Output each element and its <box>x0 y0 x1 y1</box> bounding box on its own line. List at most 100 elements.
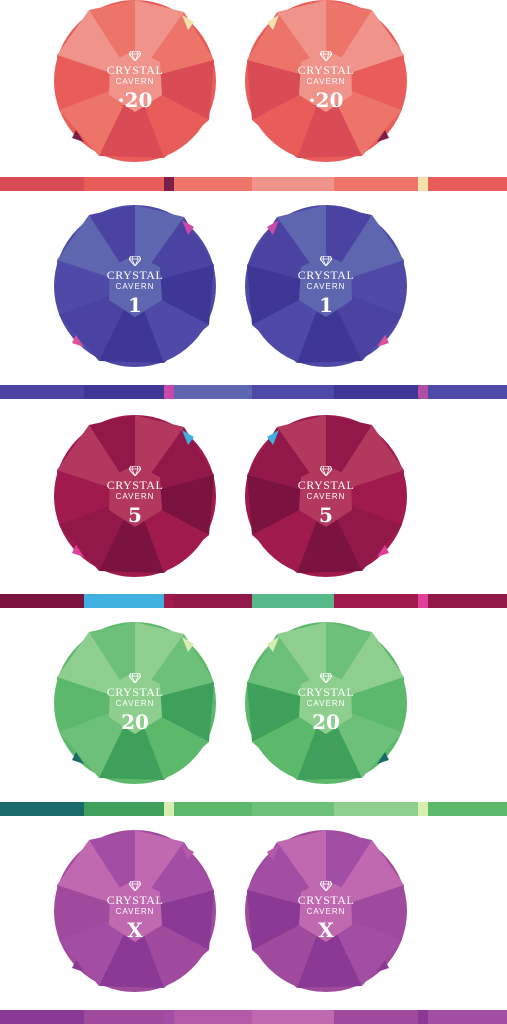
stripe-segment <box>418 1010 428 1024</box>
chip-value: ·20 <box>308 88 344 112</box>
stripe-segment <box>174 177 252 191</box>
stripe-segment <box>84 594 164 608</box>
stripe-segment <box>0 1010 84 1024</box>
chip-value: 5 <box>319 503 333 527</box>
color-stripe <box>0 177 507 191</box>
stripe-segment <box>418 177 428 191</box>
brand-line2: CAVERN <box>306 77 346 86</box>
diamond-icon <box>320 51 332 61</box>
chip-token: CRYSTAL CAVERN ·20 <box>54 0 216 162</box>
chip-token: CRYSTAL CAVERN 5 <box>245 415 407 577</box>
brand-line2: CAVERN <box>306 492 346 501</box>
stripe-segment <box>334 802 418 816</box>
brand-line2: CAVERN <box>115 907 155 916</box>
stripe-segment <box>164 385 174 399</box>
stripe-segment <box>334 385 418 399</box>
brand-line1: CRYSTAL <box>106 268 164 282</box>
stripe-segment <box>174 385 252 399</box>
stripe-segment <box>174 1010 252 1024</box>
stripe-segment <box>0 385 84 399</box>
stripe-segment <box>0 594 84 608</box>
diamond-icon <box>320 881 332 891</box>
brand-line2: CAVERN <box>115 282 155 291</box>
brand-line1: CRYSTAL <box>106 685 164 699</box>
stripe-segment <box>428 385 507 399</box>
brand-line2: CAVERN <box>306 282 346 291</box>
chip-value: 20 <box>121 710 149 734</box>
stripe-segment <box>428 1010 507 1024</box>
chip-token: CRYSTAL CAVERN 1 <box>245 205 407 367</box>
stripe-segment <box>252 385 334 399</box>
diamond-icon <box>129 466 141 476</box>
stripe-segment <box>164 594 174 608</box>
chip-row: CRYSTAL CAVERN 20 CRYSTAL CAVERN 20 <box>0 622 507 792</box>
chip-token: CRYSTAL CAVERN X <box>245 830 407 992</box>
chip-row: CRYSTAL CAVERN X CRYSTAL CAVERN X <box>0 830 507 1000</box>
stripe-segment <box>252 802 334 816</box>
brand-line2: CAVERN <box>115 77 155 86</box>
chip-row: CRYSTAL CAVERN ·20 CRYSTAL CAVERN ·20 <box>0 0 507 170</box>
stripe-segment <box>164 802 174 816</box>
brand-line1: CRYSTAL <box>297 478 355 492</box>
stripe-segment <box>164 177 174 191</box>
chip-token: CRYSTAL CAVERN 5 <box>54 415 216 577</box>
stripe-segment <box>428 594 507 608</box>
stripe-segment <box>252 177 334 191</box>
brand-line1: CRYSTAL <box>106 478 164 492</box>
stripe-segment <box>334 594 418 608</box>
chip-token: CRYSTAL CAVERN 20 <box>54 622 216 784</box>
diamond-icon <box>320 673 332 683</box>
chip-value: 5 <box>128 503 142 527</box>
chip-token: CRYSTAL CAVERN 20 <box>245 622 407 784</box>
chip-value: X <box>127 918 143 942</box>
stripe-segment <box>84 802 164 816</box>
chip-value: ·20 <box>117 88 153 112</box>
stripe-segment <box>418 594 428 608</box>
stripe-segment <box>0 802 84 816</box>
stripe-segment <box>428 177 507 191</box>
diamond-icon <box>129 881 141 891</box>
brand-line2: CAVERN <box>306 699 346 708</box>
color-stripe <box>0 802 507 816</box>
brand-line1: CRYSTAL <box>106 63 164 77</box>
brand-line1: CRYSTAL <box>106 893 164 907</box>
stripe-segment <box>334 1010 418 1024</box>
chip-value: 1 <box>128 293 142 317</box>
chip-token: CRYSTAL CAVERN ·20 <box>245 0 407 162</box>
color-stripe <box>0 385 507 399</box>
diamond-icon <box>129 673 141 683</box>
brand-line2: CAVERN <box>115 699 155 708</box>
diamond-icon <box>129 256 141 266</box>
brand-line1: CRYSTAL <box>297 268 355 282</box>
stripe-segment <box>418 385 428 399</box>
stripe-segment <box>334 177 418 191</box>
stripe-segment <box>174 802 252 816</box>
diamond-icon <box>129 51 141 61</box>
color-stripe <box>0 594 507 608</box>
stripe-segment <box>174 594 252 608</box>
stripe-segment <box>84 1010 164 1024</box>
stripe-segment <box>84 177 164 191</box>
brand-line1: CRYSTAL <box>297 893 355 907</box>
stripe-segment <box>252 594 334 608</box>
brand-line2: CAVERN <box>306 907 346 916</box>
stripe-segment <box>418 802 428 816</box>
chip-row: CRYSTAL CAVERN 1 CRYSTAL CAVERN 1 <box>0 205 507 375</box>
brand-line1: CRYSTAL <box>297 63 355 77</box>
brand-line1: CRYSTAL <box>297 685 355 699</box>
chip-token: CRYSTAL CAVERN X <box>54 830 216 992</box>
stripe-segment <box>0 177 84 191</box>
stripe-segment <box>252 1010 334 1024</box>
brand-line2: CAVERN <box>115 492 155 501</box>
stripe-segment <box>164 1010 174 1024</box>
diamond-icon <box>320 256 332 266</box>
chip-token: CRYSTAL CAVERN 1 <box>54 205 216 367</box>
stripe-segment <box>84 385 164 399</box>
chip-value: 20 <box>312 710 340 734</box>
stripe-segment <box>428 802 507 816</box>
chip-value: X <box>318 918 334 942</box>
diamond-icon <box>320 466 332 476</box>
color-stripe <box>0 1010 507 1024</box>
chip-row: CRYSTAL CAVERN 5 CRYSTAL CAVERN 5 <box>0 415 507 585</box>
chip-value: 1 <box>319 293 333 317</box>
